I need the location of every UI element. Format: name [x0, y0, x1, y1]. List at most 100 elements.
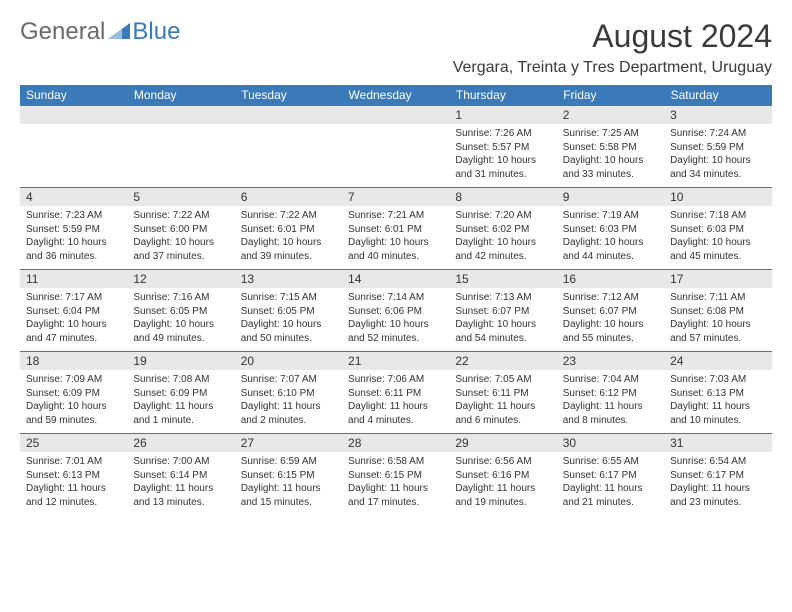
day-number: 27: [235, 434, 342, 452]
sunset-text: Sunset: 6:11 PM: [348, 387, 443, 401]
day-details: Sunrise: 7:19 AMSunset: 6:03 PMDaylight:…: [557, 206, 664, 269]
calendar-day-cell: 14Sunrise: 7:14 AMSunset: 6:06 PMDayligh…: [342, 270, 449, 352]
calendar-header-row: Sunday Monday Tuesday Wednesday Thursday…: [20, 85, 772, 106]
day-details: Sunrise: 7:22 AMSunset: 6:00 PMDaylight:…: [127, 206, 234, 269]
day-details: Sunrise: 7:06 AMSunset: 6:11 PMDaylight:…: [342, 370, 449, 433]
sunset-text: Sunset: 6:09 PM: [133, 387, 228, 401]
daylight-text: Daylight: 10 hours and 34 minutes.: [670, 154, 765, 181]
sunset-text: Sunset: 6:14 PM: [133, 469, 228, 483]
calendar-day-cell: 27 Sunrise: 6:59 AMSunset: 6:15 PMDayligh…: [235, 434, 342, 516]
sunrise-text: Sunrise: 7:08 AM: [133, 373, 228, 387]
sunset-text: Sunset: 6:15 PM: [241, 469, 336, 483]
sunset-text: Sunset: 6:17 PM: [563, 469, 658, 483]
calendar-day-cell: 1Sunrise: 7:26 AMSunset: 5:57 PMDaylight…: [449, 106, 556, 188]
calendar-day-cell: [20, 106, 127, 188]
day-number: 11: [20, 270, 127, 288]
calendar-week-row: 11Sunrise: 7:17 AMSunset: 6:04 PMDayligh…: [20, 270, 772, 352]
daylight-text: Daylight: 11 hours and 12 minutes.: [26, 482, 121, 509]
sunrise-text: Sunrise: 7:25 AM: [563, 127, 658, 141]
sunrise-text: Sunrise: 7:06 AM: [348, 373, 443, 387]
day-number: 21: [342, 352, 449, 370]
sunrise-text: Sunrise: 7:09 AM: [26, 373, 121, 387]
day-details: Sunrise: 7:07 AMSunset: 6:10 PMDaylight:…: [235, 370, 342, 433]
sunrise-text: Sunrise: 7:23 AM: [26, 209, 121, 223]
day-details: Sunrise: 7:12 AMSunset: 6:07 PMDaylight:…: [557, 288, 664, 351]
sunset-text: Sunset: 6:06 PM: [348, 305, 443, 319]
calendar-day-cell: 22Sunrise: 7:05 AMSunset: 6:11 PMDayligh…: [449, 352, 556, 434]
calendar-day-cell: 15 Sunrise: 7:13 AMSunset: 6:07 PMDayligh…: [449, 270, 556, 352]
sunset-text: Sunset: 6:01 PM: [348, 223, 443, 237]
daylight-text: Daylight: 10 hours and 31 minutes.: [455, 154, 550, 181]
sunrise-text: Sunrise: 7:15 AM: [241, 291, 336, 305]
daylight-text: Daylight: 10 hours and 50 minutes.: [241, 318, 336, 345]
day-number: 1: [449, 106, 556, 124]
page-header: General Blue August 2024 Vergara, Treint…: [20, 18, 772, 77]
brand-logo: General Blue: [20, 18, 180, 46]
daylight-text: Daylight: 11 hours and 8 minutes.: [563, 400, 658, 427]
calendar-day-cell: 5Sunrise: 7:22 AMSunset: 6:00 PMDaylight…: [127, 188, 234, 270]
daylight-text: Daylight: 11 hours and 21 minutes.: [563, 482, 658, 509]
sunrise-text: Sunrise: 7:16 AM: [133, 291, 228, 305]
sunset-text: Sunset: 6:13 PM: [670, 387, 765, 401]
daylight-text: Daylight: 10 hours and 37 minutes.: [133, 236, 228, 263]
day-number: 12: [127, 270, 234, 288]
sunrise-text: Sunrise: 7:20 AM: [455, 209, 550, 223]
calendar-day-cell: 4Sunrise: 7:23 AMSunset: 5:59 PMDaylight…: [20, 188, 127, 270]
sunrise-text: Sunrise: 7:14 AM: [348, 291, 443, 305]
day-details: Sunrise: 7:20 AMSunset: 6:02 PMDaylight:…: [449, 206, 556, 269]
calendar-day-cell: 16Sunrise: 7:12 AMSunset: 6:07 PMDayligh…: [557, 270, 664, 352]
day-header: Wednesday: [342, 85, 449, 106]
calendar-day-cell: 2Sunrise: 7:25 AMSunset: 5:58 PMDaylight…: [557, 106, 664, 188]
sunrise-text: Sunrise: 7:17 AM: [26, 291, 121, 305]
daylight-text: Daylight: 10 hours and 54 minutes.: [455, 318, 550, 345]
day-number: 30: [557, 434, 664, 452]
sunrise-text: Sunrise: 7:12 AM: [563, 291, 658, 305]
calendar-day-cell: 18Sunrise: 7:09 AMSunset: 6:09 PMDayligh…: [20, 352, 127, 434]
calendar-day-cell: 9Sunrise: 7:19 AMSunset: 6:03 PMDaylight…: [557, 188, 664, 270]
sunrise-text: Sunrise: 6:55 AM: [563, 455, 658, 469]
daylight-text: Daylight: 10 hours and 55 minutes.: [563, 318, 658, 345]
calendar-day-cell: 20Sunrise: 7:07 AMSunset: 6:10 PMDayligh…: [235, 352, 342, 434]
empty-day-number: [342, 106, 449, 124]
day-number: 6: [235, 188, 342, 206]
day-number: 7: [342, 188, 449, 206]
day-number: 17: [664, 270, 771, 288]
sunrise-text: Sunrise: 6:59 AM: [241, 455, 336, 469]
day-header: Monday: [127, 85, 234, 106]
day-number: 15: [449, 270, 556, 288]
calendar-day-cell: 3Sunrise: 7:24 AMSunset: 5:59 PMDaylight…: [664, 106, 771, 188]
empty-day-number: [235, 106, 342, 124]
day-details: Sunrise: 7:09 AMSunset: 6:09 PMDaylight:…: [20, 370, 127, 433]
calendar-day-cell: 7Sunrise: 7:21 AMSunset: 6:01 PMDaylight…: [342, 188, 449, 270]
sunset-text: Sunset: 5:58 PM: [563, 141, 658, 155]
calendar-day-cell: 10Sunrise: 7:18 AMSunset: 6:03 PMDayligh…: [664, 188, 771, 270]
day-number: 10: [664, 188, 771, 206]
day-number: 16: [557, 270, 664, 288]
calendar-day-cell: 25Sunrise: 7:01 AMSunset: 6:13 PMDayligh…: [20, 434, 127, 516]
sunrise-text: Sunrise: 6:56 AM: [455, 455, 550, 469]
day-details: Sunrise: 7:25 AMSunset: 5:58 PMDaylight:…: [557, 124, 664, 187]
daylight-text: Daylight: 10 hours and 59 minutes.: [26, 400, 121, 427]
day-details: Sunrise: 7:05 AMSunset: 6:11 PMDaylight:…: [449, 370, 556, 433]
calendar-day-cell: 30Sunrise: 6:55 AMSunset: 6:17 PMDayligh…: [557, 434, 664, 516]
calendar-day-cell: 8Sunrise: 7:20 AMSunset: 6:02 PMDaylight…: [449, 188, 556, 270]
day-number: 3: [664, 106, 771, 124]
day-details: Sunrise: 7:18 AMSunset: 6:03 PMDaylight:…: [664, 206, 771, 269]
daylight-text: Daylight: 11 hours and 15 minutes.: [241, 482, 336, 509]
sunset-text: Sunset: 6:07 PM: [455, 305, 550, 319]
day-number: 14: [342, 270, 449, 288]
day-details: Sunrise: 6:55 AMSunset: 6:17 PMDaylight:…: [557, 452, 664, 515]
sunset-text: Sunset: 6:08 PM: [670, 305, 765, 319]
day-number: 23: [557, 352, 664, 370]
sunset-text: Sunset: 6:00 PM: [133, 223, 228, 237]
calendar-day-cell: 31Sunrise: 6:54 AMSunset: 6:17 PMDayligh…: [664, 434, 771, 516]
calendar-week-row: 25Sunrise: 7:01 AMSunset: 6:13 PMDayligh…: [20, 434, 772, 516]
sunrise-text: Sunrise: 7:13 AM: [455, 291, 550, 305]
day-number: 8: [449, 188, 556, 206]
daylight-text: Daylight: 10 hours and 47 minutes.: [26, 318, 121, 345]
sunset-text: Sunset: 6:11 PM: [455, 387, 550, 401]
day-details: Sunrise: 6:54 AMSunset: 6:17 PMDaylight:…: [664, 452, 771, 515]
sunrise-text: Sunrise: 7:22 AM: [133, 209, 228, 223]
sunset-text: Sunset: 6:12 PM: [563, 387, 658, 401]
day-number: 5: [127, 188, 234, 206]
